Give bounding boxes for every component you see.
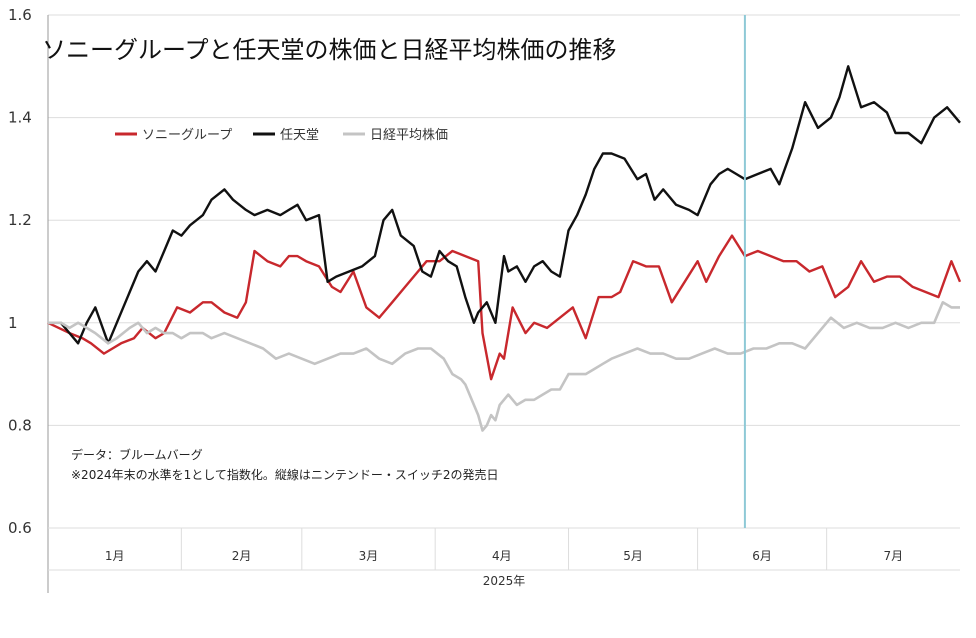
series-line [47, 234, 962, 381]
x-tick-label: 2月 [232, 549, 252, 563]
note-source: データ：ブルームバーグ [71, 447, 203, 462]
x-tick-label: 4月 [492, 549, 512, 563]
series-line [48, 300, 960, 432]
x-tick-label: 1月 [105, 549, 125, 563]
x-tick-label: 5月 [623, 549, 643, 563]
y-tick-label: 1.4 [8, 109, 32, 127]
x-tick-label: 6月 [752, 549, 772, 563]
series-lines [47, 65, 962, 432]
axes: 1.6 1.4 1.2 1 0.8 0.6 1月 2月 3月 4月 5月 6月 7月 2025年 [8, 6, 960, 593]
y-tick-label: 1.2 [8, 211, 32, 229]
legend-label-sony: ソニーグループ [142, 128, 232, 143]
y-tick-label: 1 [8, 314, 18, 332]
x-tick-label: 7月 [884, 549, 904, 563]
y-tick-label: 0.6 [8, 519, 32, 537]
series-line [48, 65, 961, 345]
x-tick-label: 3月 [359, 549, 379, 563]
legend: ソニーグループ 任天堂 日経平均株価 [115, 128, 448, 143]
y-tick-label: 0.8 [8, 416, 32, 434]
chart-title: ソニーグループと任天堂の株価と日経平均株価の推移 [42, 36, 617, 64]
notes: データ：ブルームバーグ ※2024年末の水準を1として指数化。縦線はニンテンドー… [71, 447, 499, 482]
note-index-explanation: ※2024年末の水準を1として指数化。縦線はニンテンドー・スイッチ2の発売日 [71, 467, 499, 482]
legend-label-nintendo: 任天堂 [280, 128, 319, 143]
y-tick-label: 1.6 [8, 6, 32, 24]
legend-label-nikkei: 日経平均株価 [370, 128, 448, 143]
x-year-label: 2025年 [483, 574, 526, 588]
